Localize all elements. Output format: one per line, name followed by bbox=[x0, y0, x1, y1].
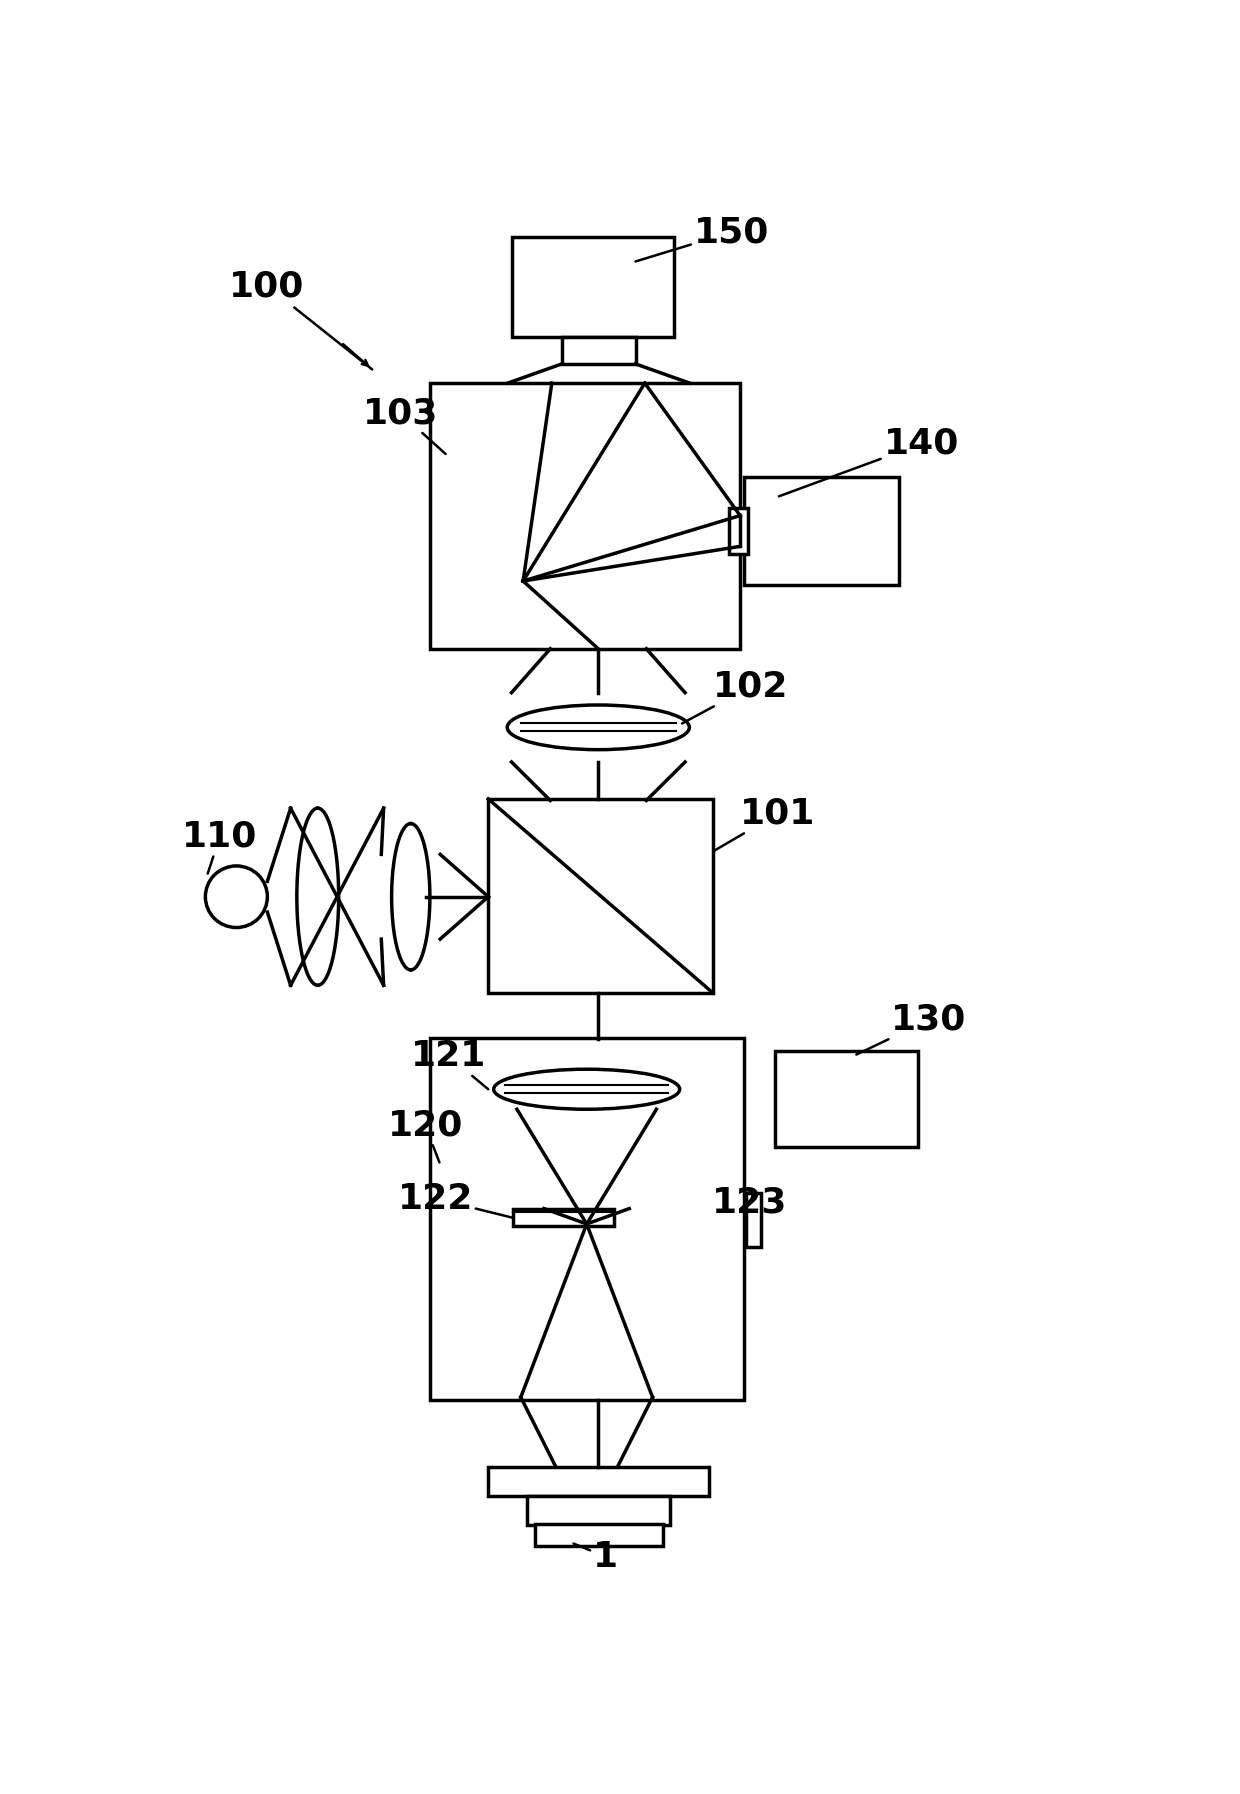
Text: 140: 140 bbox=[779, 427, 959, 497]
Bar bbox=[534, 1525, 662, 1546]
Bar bbox=[513, 1209, 614, 1225]
Bar bbox=[489, 798, 713, 994]
Text: 122: 122 bbox=[398, 1182, 513, 1218]
Bar bbox=[511, 237, 675, 337]
Text: 120: 120 bbox=[387, 1109, 463, 1163]
Bar bbox=[744, 477, 899, 585]
Bar bbox=[430, 384, 740, 649]
Text: 150: 150 bbox=[635, 215, 769, 262]
Bar bbox=[562, 337, 635, 364]
Text: 101: 101 bbox=[714, 797, 816, 850]
Bar bbox=[430, 1037, 744, 1399]
Text: 103: 103 bbox=[363, 396, 445, 454]
Bar bbox=[745, 1193, 761, 1247]
Bar bbox=[729, 508, 748, 554]
Bar bbox=[527, 1496, 671, 1525]
Text: 110: 110 bbox=[182, 820, 258, 874]
Text: 121: 121 bbox=[410, 1039, 489, 1089]
Text: 100: 100 bbox=[228, 269, 304, 303]
Text: 1: 1 bbox=[573, 1539, 618, 1573]
Bar bbox=[489, 1466, 709, 1496]
Ellipse shape bbox=[494, 1069, 680, 1109]
Text: 123: 123 bbox=[712, 1186, 787, 1224]
Circle shape bbox=[206, 867, 268, 927]
Text: 102: 102 bbox=[682, 669, 789, 723]
Bar bbox=[775, 1051, 919, 1146]
Ellipse shape bbox=[507, 705, 689, 750]
Text: 130: 130 bbox=[857, 1003, 967, 1055]
